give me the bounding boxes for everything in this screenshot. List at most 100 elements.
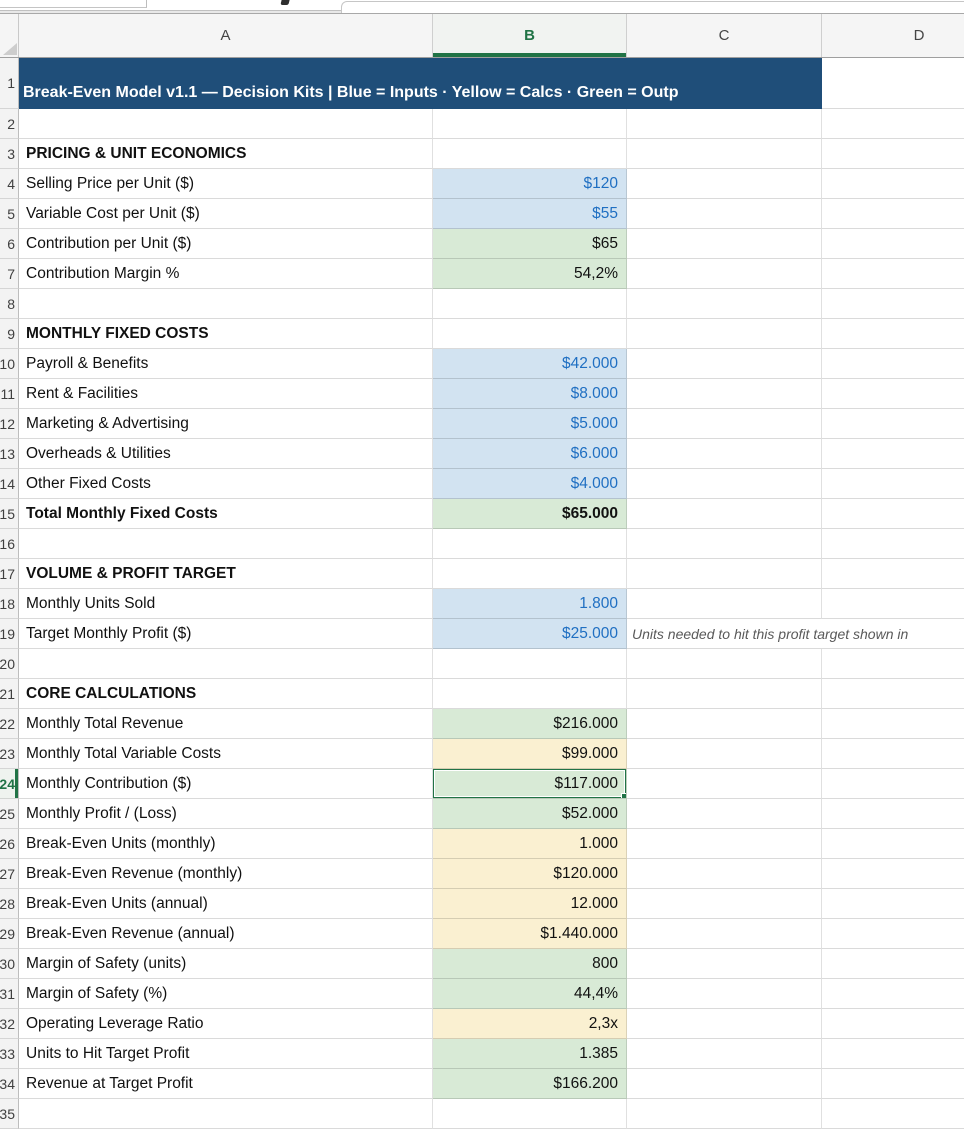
cell-a34[interactable]: Revenue at Target Profit	[19, 1069, 433, 1099]
cell-d10[interactable]	[822, 349, 964, 379]
column-header-d[interactable]: D	[822, 14, 964, 57]
cell-d17[interactable]	[822, 559, 964, 589]
cell-d14[interactable]	[822, 469, 964, 499]
cell-b21[interactable]	[433, 679, 627, 709]
cell-d31[interactable]	[822, 979, 964, 1009]
name-box[interactable]	[0, 0, 147, 8]
cell-a17[interactable]: VOLUME & PROFIT TARGET	[19, 559, 433, 589]
row-header-5[interactable]: 5	[0, 199, 19, 229]
row-header-33[interactable]: 33	[0, 1039, 19, 1069]
row-header-19[interactable]: 19	[0, 619, 19, 649]
row-header-2[interactable]: 2	[0, 109, 19, 139]
cell-d34[interactable]	[822, 1069, 964, 1099]
cell-d20[interactable]	[822, 649, 964, 679]
cell-b30[interactable]: 800	[433, 949, 627, 979]
cell-a15[interactable]: Total Monthly Fixed Costs	[19, 499, 433, 529]
cell-a18[interactable]: Monthly Units Sold	[19, 589, 433, 619]
cell-b6[interactable]: $65	[433, 229, 627, 259]
cell-c5[interactable]	[627, 199, 822, 229]
cell-b11[interactable]: $8.000	[433, 379, 627, 409]
cell-a11[interactable]: Rent & Facilities	[19, 379, 433, 409]
cell-c26[interactable]	[627, 829, 822, 859]
cell-d16[interactable]	[822, 529, 964, 559]
row-header-24[interactable]: 24	[0, 769, 19, 799]
cell-c27[interactable]	[627, 859, 822, 889]
cell-a33[interactable]: Units to Hit Target Profit	[19, 1039, 433, 1069]
cell-b9[interactable]	[433, 319, 627, 349]
cell-c3[interactable]	[627, 139, 822, 169]
cell-c33[interactable]	[627, 1039, 822, 1069]
cell-d15[interactable]	[822, 499, 964, 529]
cell-c13[interactable]	[627, 439, 822, 469]
cell-b13[interactable]: $6.000	[433, 439, 627, 469]
sheet-title-banner[interactable]: Break-Even Model v1.1 — Decision Kits | …	[19, 58, 822, 109]
cell-d25[interactable]	[822, 799, 964, 829]
cell-a13[interactable]: Overheads & Utilities	[19, 439, 433, 469]
cell-a31[interactable]: Margin of Safety (%)	[19, 979, 433, 1009]
cell-a14[interactable]: Other Fixed Costs	[19, 469, 433, 499]
row-header-11[interactable]: 11	[0, 379, 19, 409]
row-header-30[interactable]: 30	[0, 949, 19, 979]
row-header-21[interactable]: 21	[0, 679, 19, 709]
cell-a25[interactable]: Monthly Profit / (Loss)	[19, 799, 433, 829]
cell-b10[interactable]: $42.000	[433, 349, 627, 379]
cell-b14[interactable]: $4.000	[433, 469, 627, 499]
row-header-35[interactable]: 35	[0, 1099, 19, 1129]
cell-d28[interactable]	[822, 889, 964, 919]
cell-d22[interactable]	[822, 709, 964, 739]
cell-a4[interactable]: Selling Price per Unit ($)	[19, 169, 433, 199]
cell-d33[interactable]	[822, 1039, 964, 1069]
cell-c25[interactable]	[627, 799, 822, 829]
cell-c34[interactable]	[627, 1069, 822, 1099]
cell-d29[interactable]	[822, 919, 964, 949]
cell-b2[interactable]	[433, 109, 627, 139]
cell-a28[interactable]: Break-Even Units (annual)	[19, 889, 433, 919]
cell-d12[interactable]	[822, 409, 964, 439]
row-header-32[interactable]: 32	[0, 1009, 19, 1039]
row-header-31[interactable]: 31	[0, 979, 19, 1009]
cell-b16[interactable]	[433, 529, 627, 559]
row-header-20[interactable]: 20	[0, 649, 19, 679]
cell-b3[interactable]	[433, 139, 627, 169]
cell-b32[interactable]: 2,3x	[433, 1009, 627, 1039]
column-header-c[interactable]: C	[627, 14, 822, 57]
cell-c16[interactable]	[627, 529, 822, 559]
cell-b8[interactable]	[433, 289, 627, 319]
cell-b18[interactable]: 1.800	[433, 589, 627, 619]
cell-a16[interactable]	[19, 529, 433, 559]
cell-b19[interactable]: $25.000	[433, 619, 627, 649]
cell-c15[interactable]	[627, 499, 822, 529]
cell-c10[interactable]	[627, 349, 822, 379]
cell-a8[interactable]	[19, 289, 433, 319]
row-header-16[interactable]: 16	[0, 529, 19, 559]
cell-b5[interactable]: $55	[433, 199, 627, 229]
row-header-8[interactable]: 8	[0, 289, 19, 319]
cell-d23[interactable]	[822, 739, 964, 769]
cell-a7[interactable]: Contribution Margin %	[19, 259, 433, 289]
select-all-corner[interactable]	[0, 14, 19, 57]
cell-d8[interactable]	[822, 289, 964, 319]
cell-d11[interactable]	[822, 379, 964, 409]
formula-bar-input[interactable]	[341, 1, 964, 13]
cell-a19[interactable]: Target Monthly Profit ($)	[19, 619, 433, 649]
cell-c17[interactable]	[627, 559, 822, 589]
cell-b31[interactable]: 44,4%	[433, 979, 627, 1009]
cell-b34[interactable]: $166.200	[433, 1069, 627, 1099]
cell-a20[interactable]	[19, 649, 433, 679]
cell-c7[interactable]	[627, 259, 822, 289]
cell-a22[interactable]: Monthly Total Revenue	[19, 709, 433, 739]
row-header-27[interactable]: 27	[0, 859, 19, 889]
cell-d18[interactable]	[822, 589, 964, 619]
fx-icon[interactable]	[280, 0, 290, 5]
cell-a24[interactable]: Monthly Contribution ($)	[19, 769, 433, 799]
row-header-10[interactable]: 10	[0, 349, 19, 379]
cell-d21[interactable]	[822, 679, 964, 709]
cell-a6[interactable]: Contribution per Unit ($)	[19, 229, 433, 259]
cell-d1[interactable]	[822, 58, 964, 109]
cell-a21[interactable]: CORE CALCULATIONS	[19, 679, 433, 709]
cell-b4[interactable]: $120	[433, 169, 627, 199]
column-header-b[interactable]: B	[433, 14, 627, 57]
cell-b26[interactable]: 1.000	[433, 829, 627, 859]
cell-d24[interactable]	[822, 769, 964, 799]
cell-c12[interactable]	[627, 409, 822, 439]
